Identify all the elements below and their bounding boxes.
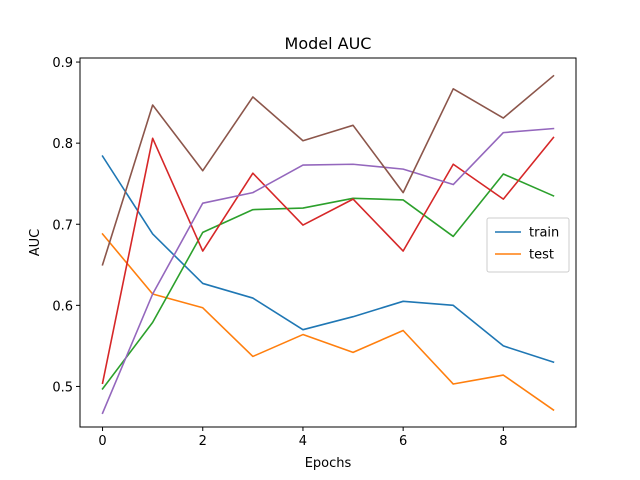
x-tick-label: 6 (399, 434, 407, 449)
legend: train test (486, 217, 570, 273)
series-line-train (101, 155, 555, 364)
legend-label-test: test (529, 248, 554, 263)
y-tick-label: 0.6 (52, 299, 73, 314)
series-line-line-5 (101, 127, 555, 415)
chart-title: Model AUC (285, 34, 372, 53)
y-tick-label: 0.9 (52, 56, 73, 71)
series-line-line-6 (101, 74, 555, 266)
y-tick-label: 0.7 (52, 218, 73, 233)
x-axis-label: Epochs (305, 456, 352, 471)
legend-label-train: train (529, 226, 559, 241)
y-tick-label: 0.8 (52, 137, 73, 152)
series-line-line-3 (101, 173, 555, 391)
x-tick-label: 0 (98, 434, 106, 449)
x-tick-label: 8 (499, 434, 507, 449)
series-line-test (101, 232, 555, 412)
axes-frame (79, 57, 577, 428)
y-axis-label: AUC (28, 229, 43, 257)
ticks-layer: 0 2 4 6 8 0.5 0.6 0.7 0.8 0.9 (52, 56, 507, 449)
x-tick-label: 4 (299, 434, 307, 449)
plot-lines (101, 74, 555, 415)
series-line-line-4 (101, 136, 555, 385)
x-tick-label: 2 (199, 434, 207, 449)
y-tick-label: 0.5 (52, 380, 73, 395)
